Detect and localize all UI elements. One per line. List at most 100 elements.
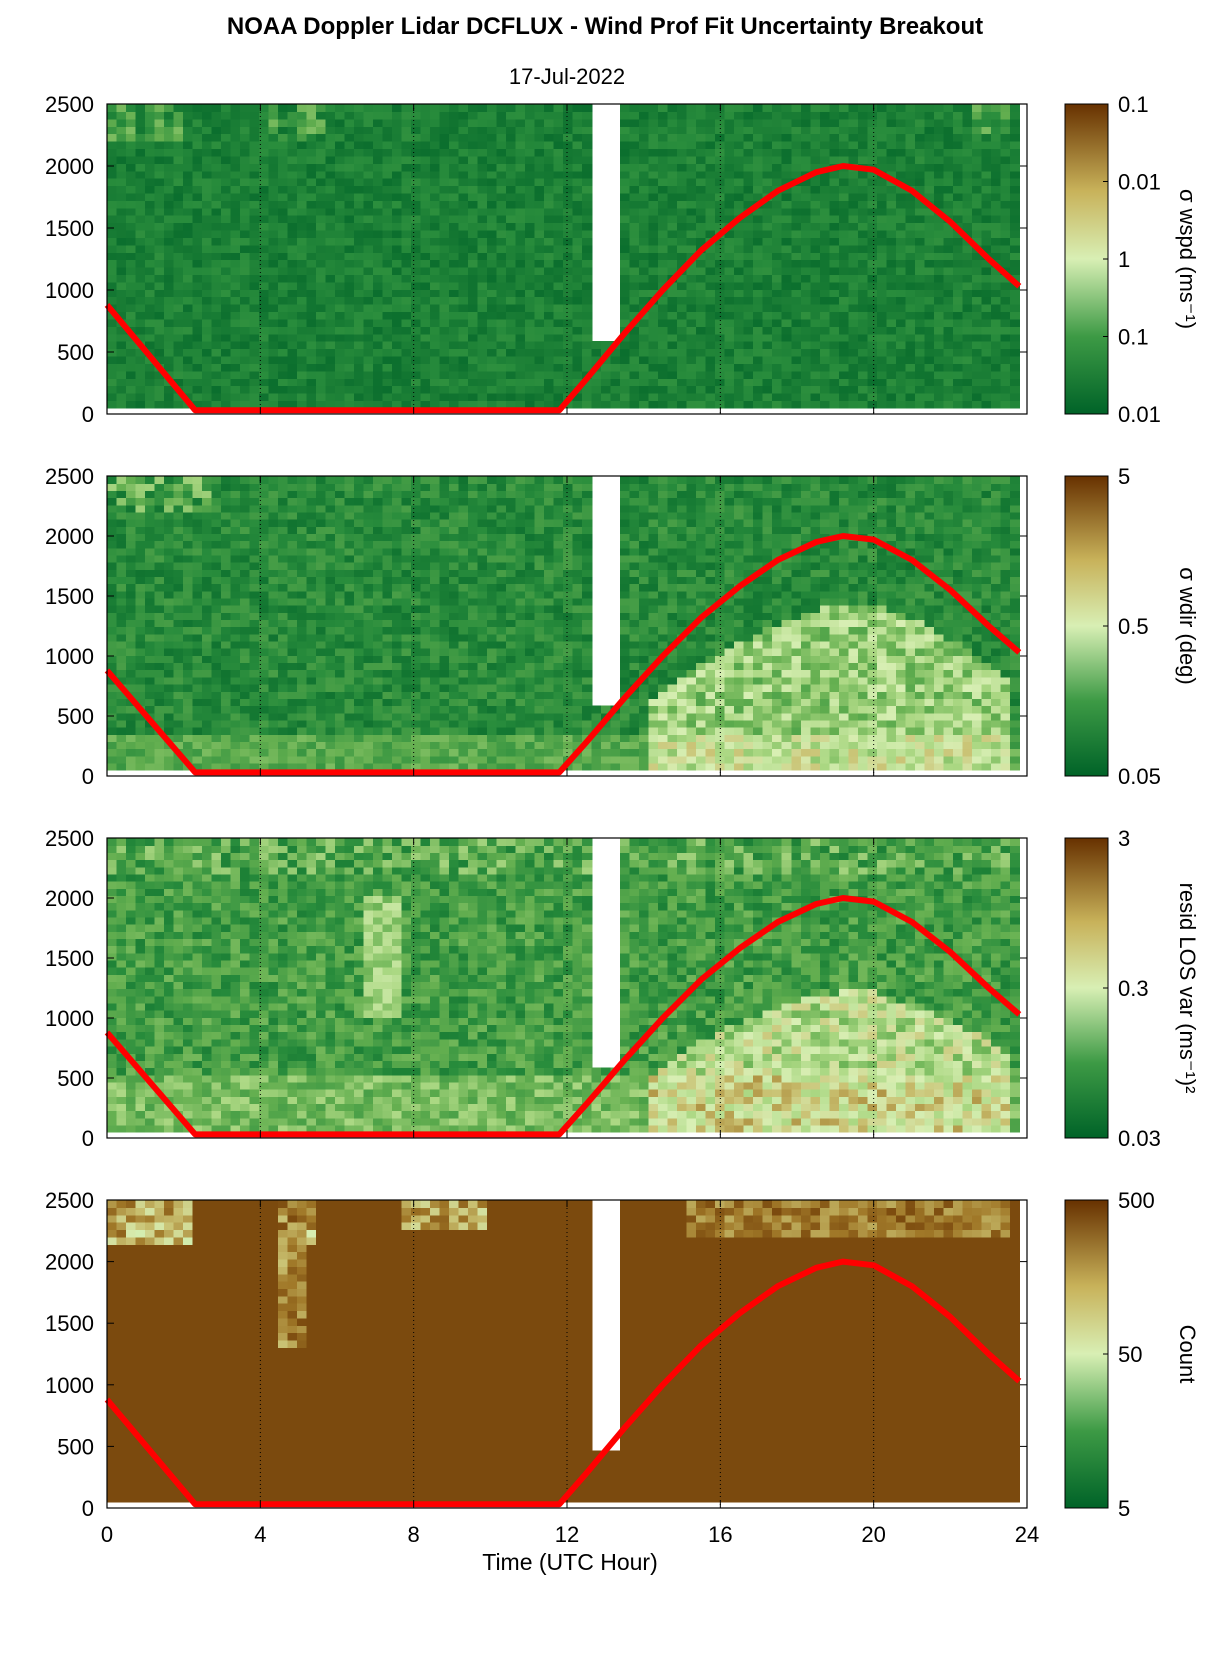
heatmap-cell [933,400,944,409]
heatmap-cell [344,355,355,364]
heatmap-cell [145,755,156,764]
heatmap-cell [525,192,536,201]
heatmap-cell [164,705,175,714]
heatmap-cell [240,648,251,656]
heatmap-cell [259,133,270,142]
heatmap-cell [658,178,669,187]
heatmap-cell [240,333,251,342]
heatmap-cell [639,222,650,231]
heatmap-cell [1000,304,1011,313]
heatmap-cell [734,378,745,387]
heatmap-cell [354,762,365,771]
heatmap-cell [876,244,887,253]
heatmap-cell [240,215,251,224]
heatmap-cell [943,155,954,164]
heatmap-cell [183,583,194,592]
heatmap-cell [135,554,146,563]
heatmap-cell [430,400,441,409]
heatmap-cell [1000,400,1011,409]
heatmap-cell [211,363,222,372]
heatmap-cell [620,378,631,387]
heatmap-cell [325,281,336,290]
heatmap-cell [430,192,441,201]
heatmap-cell [116,547,127,556]
heatmap-cell [487,111,498,120]
heatmap-cell [658,311,669,320]
heatmap-cell [335,519,346,527]
heatmap-cell [316,684,327,692]
heatmap-cell [173,393,184,401]
heatmap-cell [971,274,982,283]
heatmap-cell [202,612,213,620]
heatmap-cell [525,141,536,149]
heatmap-cell [354,104,365,112]
heatmap-cell [753,363,764,372]
heatmap-cell [487,141,498,149]
heatmap-cell [116,111,127,120]
heatmap-cell [971,237,982,246]
heatmap-cell [810,259,821,268]
heatmap-cell [819,341,830,350]
heatmap-cell [363,267,374,275]
heatmap-cell [496,215,507,224]
heatmap-cell [192,370,203,379]
heatmap-cell [401,341,412,350]
heatmap-cell [449,252,460,261]
heatmap-cell [297,533,308,542]
heatmap-cell [943,259,954,268]
heatmap-cell [335,698,346,707]
heatmap-cell [202,311,213,320]
heatmap-cell [173,311,184,320]
heatmap-cell [1009,230,1020,238]
heatmap-cell [145,244,156,253]
heatmap-cell [753,348,764,357]
heatmap-cell [287,118,298,127]
heatmap-cell [534,311,545,320]
heatmap-cell [401,148,412,157]
heatmap-cell [164,497,175,506]
heatmap-cell [544,341,555,350]
heatmap-cell [525,393,536,401]
heatmap-cell [620,267,631,275]
heatmap-cell [249,289,260,298]
heatmap-cell [895,304,906,313]
heatmap-cell [259,569,270,577]
heatmap-cell [629,104,640,112]
heatmap-cell [553,111,564,120]
heatmap-cell [838,355,849,364]
heatmap-cell [344,385,355,394]
heatmap-cell [392,148,403,157]
heatmap-cell [971,170,982,179]
heatmap-cell [192,170,203,179]
heatmap-cell [952,267,963,275]
heatmap-cell [154,576,165,585]
heatmap-cell [107,363,118,372]
heatmap-cell [354,155,365,164]
heatmap-cell [173,705,184,714]
heatmap-cell [135,378,146,387]
heatmap-cell [743,252,754,261]
heatmap-cell [354,281,365,290]
heatmap-cell [259,719,270,728]
heatmap-cell [572,200,583,209]
heatmap-cell [344,554,355,563]
heatmap-cell [316,590,327,599]
heatmap-cell [344,562,355,570]
heatmap-cell [439,200,450,209]
heatmap-cell [962,185,973,194]
heatmap-cell [411,341,422,350]
heatmap-cell [135,526,146,534]
heatmap-cell [287,497,298,506]
heatmap-cell [781,155,792,164]
heatmap-cell [145,554,156,563]
heatmap-cell [496,200,507,209]
heatmap-cell [544,118,555,127]
heatmap-cell [306,274,317,283]
heatmap-cell [838,215,849,224]
heatmap-cell [534,155,545,164]
heatmap-cell [173,237,184,246]
heatmap-cell [268,267,279,275]
heatmap-cell [572,267,583,275]
heatmap-cell [259,597,270,606]
heatmap-cell [202,385,213,394]
